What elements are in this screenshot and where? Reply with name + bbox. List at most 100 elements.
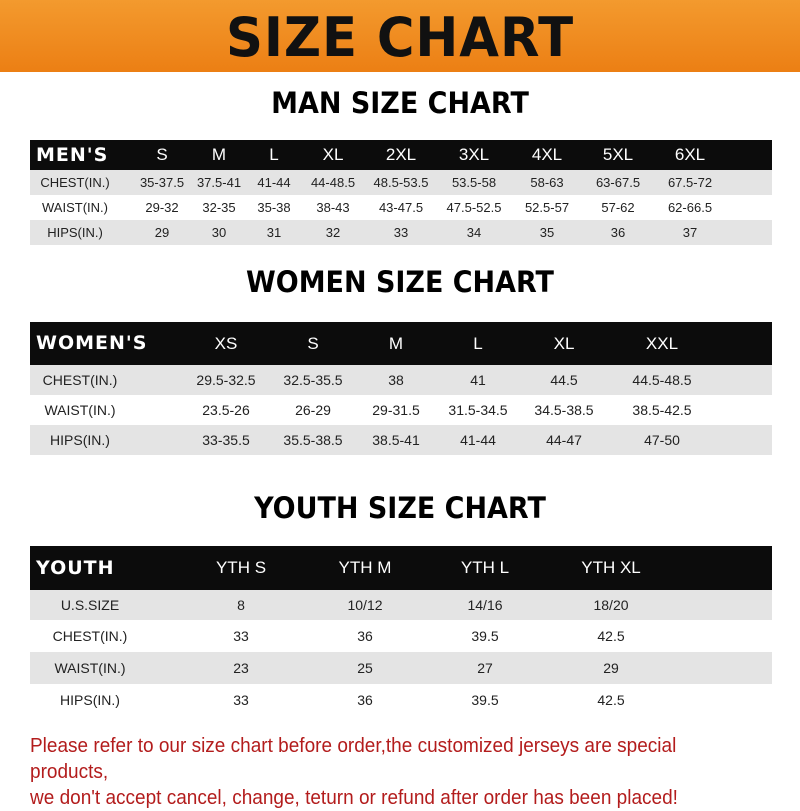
size-column-header: XS: [214, 334, 238, 353]
table-cell: 31.5-34.5: [448, 402, 508, 418]
table-cell: 34.5-38.5: [534, 402, 594, 418]
size-column-header: L: [269, 145, 279, 164]
men-header-row: MEN'S S M L XL 2XL 3XL 4XL 5XL 6XL: [30, 140, 772, 170]
size-column-header: 5XL: [602, 145, 634, 164]
table-cell: 38: [388, 372, 404, 388]
table-cell: 25: [357, 660, 373, 676]
row-label: CHEST(IN.): [40, 175, 110, 190]
size-column-header: M: [211, 145, 227, 164]
table-cell: 48.5-53.5: [373, 175, 429, 190]
row-label: CHEST(IN.): [52, 628, 128, 644]
size-column-header: XL: [322, 145, 344, 164]
table-cell: 53.5-58: [451, 175, 497, 190]
table-cell: 35-38: [257, 200, 291, 215]
table-cell: 58-63: [530, 175, 564, 190]
table-cell: 44-47: [546, 432, 582, 448]
table-row: WAIST(IN.) 29-32 32-35 35-38 38-43 43-47.5 47.…: [30, 195, 772, 220]
size-column-header: 6XL: [674, 145, 706, 164]
table-corner-label: WOMEN'S: [36, 332, 148, 354]
table-cell: 67.5-72: [667, 175, 713, 190]
size-column-header: 2XL: [385, 145, 417, 164]
table-cell: 35.5-38.5: [283, 432, 343, 448]
table-cell: 8: [237, 597, 245, 613]
men-size-table: MEN'S S M L XL 2XL 3XL 4XL 5XL 6XL CHEST(IN.) 35-37…: [30, 140, 772, 245]
women-header-row: WOMEN'S XS S M L XL XXL: [30, 322, 772, 365]
row-label: CHEST(IN.): [42, 372, 118, 388]
size-column-header: M: [388, 334, 404, 353]
youth-header-row: YOUTH YTH S YTH M YTH L YTH XL: [30, 546, 772, 590]
row-label: WAIST(IN.): [42, 200, 108, 215]
table-row: CHEST(IN.) 29.5-32.5 32.5-35.5 38 41 44.5 44.5…: [30, 365, 772, 395]
size-column-header: 4XL: [531, 145, 563, 164]
table-cell: 32.5-35.5: [283, 372, 343, 388]
table-cell: 42.5: [597, 628, 625, 644]
table-cell: 29.5-32.5: [196, 372, 256, 388]
table-cell: 32-35: [202, 200, 236, 215]
size-column-header: YTH XL: [581, 558, 641, 577]
order-notice-line-1: Please refer to our size chart before or…: [30, 735, 677, 783]
table-cell: 37: [682, 225, 698, 240]
table-corner-label: YOUTH: [36, 557, 115, 579]
table-cell: 44-48.5: [310, 175, 356, 190]
table-cell: 34: [466, 225, 482, 240]
table-cell: 39.5: [471, 628, 499, 644]
table-cell: 42.5: [597, 692, 625, 708]
table-row: HIPS(IN.) 33-35.5 35.5-38.5 38.5-41 41-44 44-…: [30, 425, 772, 455]
table-cell: 37.5-41: [196, 175, 242, 190]
size-column-header: S: [307, 334, 319, 353]
row-label: WAIST(IN.): [44, 402, 116, 418]
table-cell: 38.5-41: [372, 432, 420, 448]
women-size-table: WOMEN'S XS S M L XL XXL CHEST(IN.) 29.5-32.5 32.5…: [30, 322, 772, 455]
banner-title: SIZE CHART: [225, 6, 575, 69]
table-cell: 31: [266, 225, 282, 240]
table-cell: 23.5-26: [202, 402, 250, 418]
table-cell: 47-50: [644, 432, 680, 448]
table-cell: 33: [233, 628, 249, 644]
table-cell: 36: [357, 692, 373, 708]
table-cell: 47.5-52.5: [446, 200, 502, 215]
men-chart-title: MAN SIZE CHART: [271, 86, 529, 120]
table-cell: 35-37.5: [139, 175, 185, 190]
table-cell: 44.5-48.5: [632, 372, 692, 388]
table-cell: 62-66.5: [667, 200, 713, 215]
table-row: CHEST(IN.) 33 36 39.5 42.5: [30, 620, 772, 652]
size-column-header: XXL: [645, 334, 679, 353]
table-cell: 43-47.5: [378, 200, 424, 215]
size-column-header: L: [473, 334, 483, 353]
table-cell: 10/12: [347, 597, 383, 613]
table-cell: 36: [610, 225, 626, 240]
table-cell: 41-44: [460, 432, 496, 448]
table-cell: 26-29: [295, 402, 331, 418]
size-chart-banner: SIZE CHART: [0, 0, 800, 72]
table-row: WAIST(IN.) 23.5-26 26-29 29-31.5 31.5-34.5 34…: [30, 395, 772, 425]
youth-chart-title: YOUTH SIZE CHART: [254, 491, 546, 525]
table-cell: 30: [211, 225, 227, 240]
order-notice: Please refer to our size chart before or…: [30, 733, 752, 811]
row-label: WAIST(IN.): [54, 660, 126, 676]
table-cell: 29: [603, 660, 619, 676]
table-cell: 29-32: [145, 200, 179, 215]
size-column-header: YTH M: [338, 558, 392, 577]
table-cell: 63-67.5: [595, 175, 641, 190]
row-label: HIPS(IN.): [60, 692, 120, 708]
size-column-header: YTH S: [215, 558, 267, 577]
table-cell: 33: [393, 225, 409, 240]
table-cell: 18/20: [593, 597, 629, 613]
table-cell: 44.5: [550, 372, 578, 388]
order-notice-line-2: we don't accept cancel, change, teturn o…: [30, 787, 678, 809]
table-cell: 41-44: [257, 175, 291, 190]
table-cell: 29: [154, 225, 170, 240]
size-column-header: XL: [553, 334, 575, 353]
table-cell: 41: [470, 372, 486, 388]
table-cell: 38.5-42.5: [632, 402, 692, 418]
table-cell: 38-43: [316, 200, 350, 215]
table-cell: 32: [325, 225, 341, 240]
table-row: HIPS(IN.) 29 30 31 32 33 34 35 36 37: [30, 220, 772, 245]
table-cell: 36: [357, 628, 373, 644]
women-chart-title: WOMEN SIZE CHART: [246, 265, 554, 299]
table-row: CHEST(IN.) 35-37.5 37.5-41 41-44 44-48.5 48.5…: [30, 170, 772, 195]
youth-size-table: YOUTH YTH S YTH M YTH L YTH XL U.S.SIZE 8 10/12…: [30, 546, 772, 716]
table-row: U.S.SIZE 8 10/12 14/16 18/20: [30, 590, 772, 620]
table-cell: 27: [477, 660, 493, 676]
table-cell: 39.5: [471, 692, 499, 708]
